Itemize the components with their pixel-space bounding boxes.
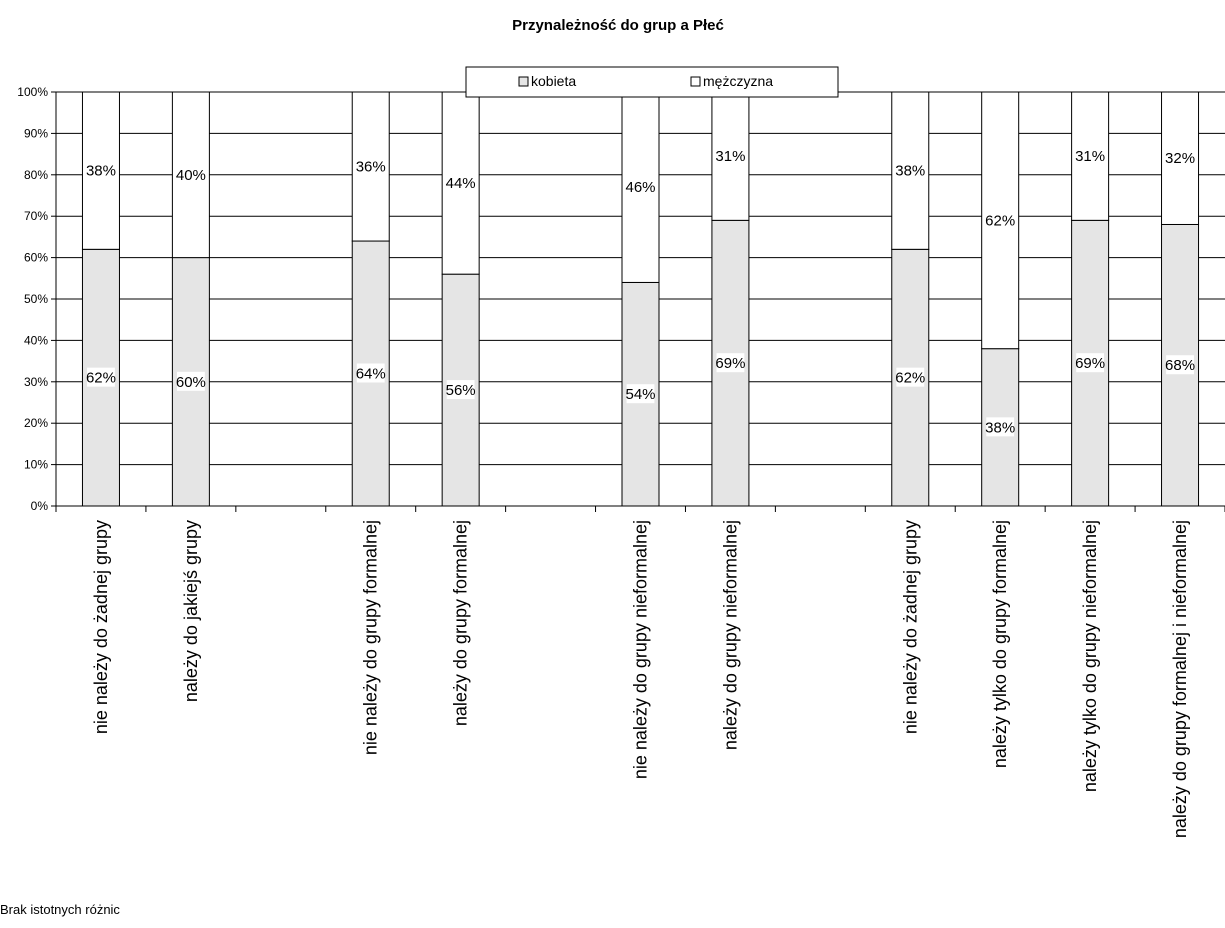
y-tick-label: 90% bbox=[24, 126, 48, 140]
x-tick-label: nie należy do grupy formalnej bbox=[361, 520, 381, 755]
data-label-bg bbox=[446, 380, 475, 400]
data-label-bg bbox=[356, 156, 385, 176]
data-label-mezczyzna: 46% bbox=[625, 179, 655, 196]
x-tick-label: nie należy do żadnej grupy bbox=[91, 520, 111, 734]
data-label-kobieta: 54% bbox=[625, 386, 655, 403]
y-tick-label: 60% bbox=[24, 251, 48, 265]
data-label-bg bbox=[87, 160, 115, 180]
data-label-bg bbox=[1076, 353, 1105, 373]
y-tick-label: 80% bbox=[24, 168, 48, 182]
data-label-bg bbox=[446, 173, 475, 193]
x-axis: nie należy do żadnej grupy należy do jaki… bbox=[55, 505, 1225, 838]
data-label-bg bbox=[716, 353, 745, 373]
data-label-bg bbox=[1166, 355, 1194, 375]
y-tick-label: 30% bbox=[24, 375, 48, 389]
data-label-kobieta: 62% bbox=[895, 370, 925, 387]
data-label-kobieta: 38% bbox=[985, 419, 1015, 436]
legend-swatch bbox=[690, 76, 701, 87]
data-label-kobieta: 68% bbox=[1165, 357, 1195, 374]
data-label-kobieta: 56% bbox=[446, 382, 476, 399]
legend-swatch bbox=[518, 76, 529, 87]
chart-title: Przynależność do grup a Płeć bbox=[512, 17, 724, 34]
y-tick-label: 0% bbox=[31, 499, 49, 513]
data-label-mezczyzna: 40% bbox=[176, 167, 206, 184]
data-label-bg bbox=[1166, 148, 1194, 168]
data-label-mezczyzna: 32% bbox=[1165, 150, 1195, 167]
x-tick-label: należy tylko do grupy nieformalnej bbox=[1080, 520, 1100, 792]
data-label-mezczyzna: 31% bbox=[715, 148, 745, 165]
y-tick-label: 70% bbox=[24, 209, 48, 223]
data-label-bg bbox=[986, 417, 1015, 437]
y-axis: 0% 10% 20% 30% 40% 50% 60% 70% 80% 90% 100% bbox=[17, 85, 57, 513]
data-label-bg bbox=[986, 210, 1015, 230]
data-label-mezczyzna: 44% bbox=[446, 175, 476, 192]
data-label-bg bbox=[626, 384, 655, 404]
data-label-bg bbox=[1076, 146, 1105, 166]
data-label-kobieta: 69% bbox=[1075, 355, 1105, 372]
data-label-mezczyzna: 36% bbox=[356, 159, 386, 176]
data-label-bg bbox=[356, 363, 385, 383]
y-tick-label: 50% bbox=[24, 292, 48, 306]
data-label-mezczyzna: 38% bbox=[895, 163, 925, 180]
legend-entry-kobieta: kobieta bbox=[531, 73, 576, 89]
data-label-kobieta: 60% bbox=[176, 374, 206, 391]
data-label-bg bbox=[626, 177, 655, 197]
data-label-mezczyzna: 31% bbox=[1075, 148, 1105, 165]
x-tick-label: nie należy do grupy nieformalnej bbox=[631, 520, 651, 779]
data-label-bg bbox=[896, 367, 925, 387]
data-label-mezczyzna: 38% bbox=[86, 163, 116, 180]
legend: kobieta mężczyzna bbox=[465, 66, 839, 98]
x-tick-label: należy do grupy nieformalnej bbox=[720, 520, 740, 750]
data-label-bg bbox=[87, 367, 115, 387]
x-tick-label: należy do grupy formalnej bbox=[451, 520, 471, 726]
bars: 62% 38% 60% 40% 64% 36% 56% 44% 54% 46% 69% 31% 62% 3… bbox=[81, 91, 1200, 507]
data-label-bg bbox=[176, 371, 205, 391]
y-tick-label: 40% bbox=[24, 333, 48, 347]
y-tick-label: 20% bbox=[24, 416, 48, 430]
footnote: Brak istotnych różnic bbox=[0, 902, 120, 917]
x-tick-label: należy tylko do grupy formalnej bbox=[990, 520, 1010, 768]
x-tick-label: należy do grupy formalnej i nieformalnej bbox=[1170, 520, 1190, 838]
x-tick-label: należy do jakiejś grupy bbox=[181, 520, 201, 702]
data-label-kobieta: 62% bbox=[86, 370, 116, 387]
data-label-bg bbox=[716, 146, 745, 166]
x-tick-label: nie należy do żadnej grupy bbox=[900, 520, 920, 734]
data-label-bg bbox=[896, 160, 925, 180]
legend-entry-mezczyzna: mężczyzna bbox=[703, 73, 773, 89]
data-label-mezczyzna: 62% bbox=[985, 212, 1015, 229]
data-label-kobieta: 69% bbox=[715, 355, 745, 372]
y-tick-label: 100% bbox=[17, 85, 48, 99]
y-tick-label: 10% bbox=[24, 458, 48, 472]
data-label-kobieta: 64% bbox=[356, 366, 386, 383]
data-label-bg bbox=[176, 164, 205, 184]
